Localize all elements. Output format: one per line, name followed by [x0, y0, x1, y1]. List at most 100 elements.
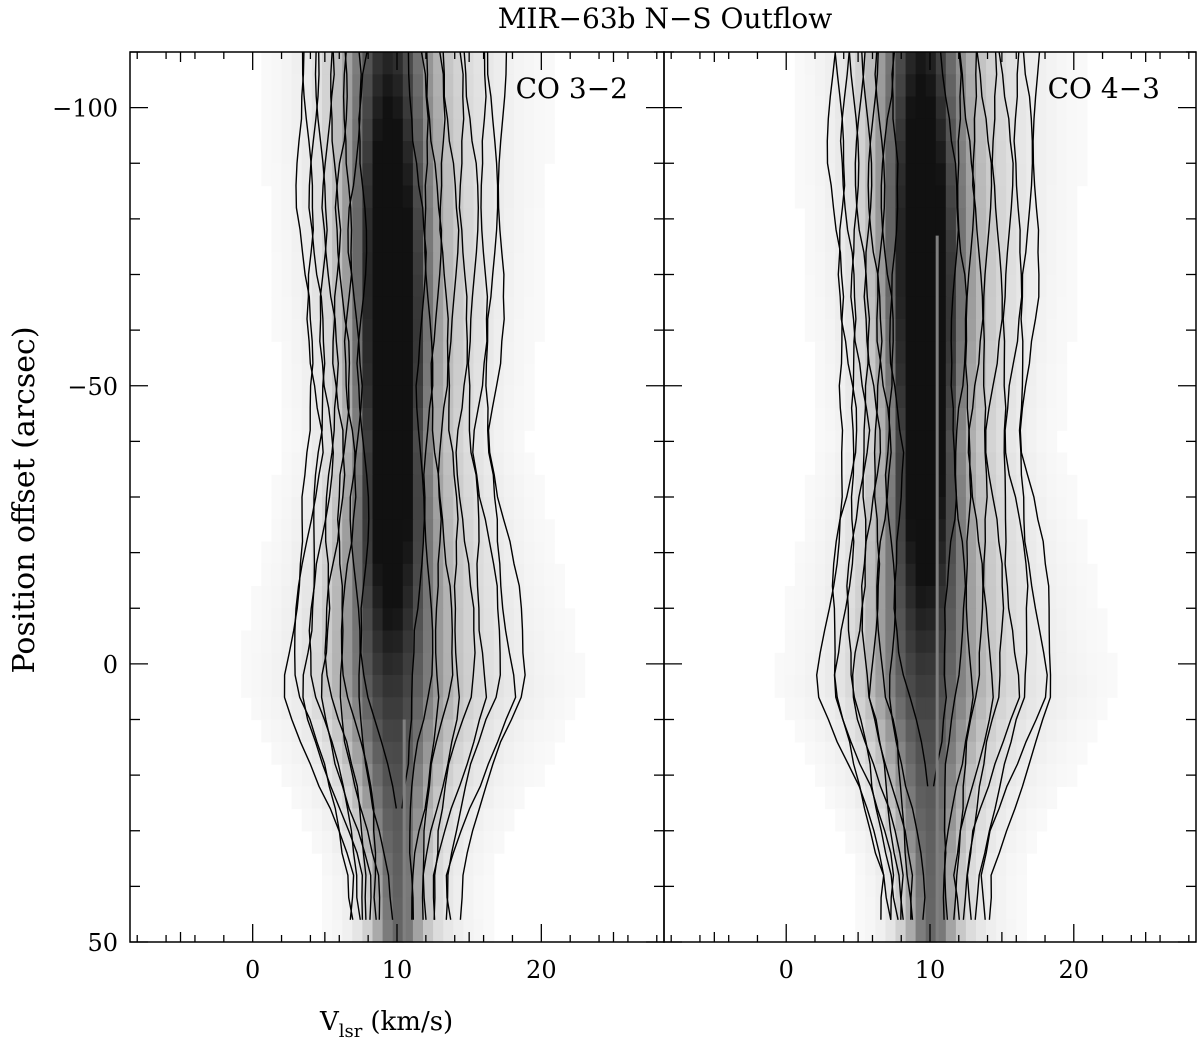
pixel [1036, 252, 1048, 276]
pixel [433, 319, 444, 342]
pixel [513, 118, 525, 142]
pixel [493, 118, 505, 142]
pixel [483, 919, 495, 943]
pixel [945, 808, 957, 832]
pixel [825, 207, 836, 231]
pixel [1016, 719, 1027, 743]
pixel [1056, 230, 1068, 253]
pixel [392, 541, 404, 565]
pixel [1026, 408, 1037, 431]
pixel [1046, 230, 1058, 253]
pixel [1056, 563, 1068, 587]
pixel [534, 96, 545, 120]
pixel [1046, 741, 1058, 765]
pixel [925, 474, 937, 498]
pixel [1066, 207, 1078, 231]
pixel [463, 853, 475, 876]
pixel [965, 363, 977, 387]
pixel [534, 274, 545, 298]
pixel [1006, 319, 1017, 342]
pixel [804, 474, 816, 498]
pixel [935, 363, 947, 387]
pixel [524, 341, 535, 365]
pixel [1016, 652, 1027, 676]
pixel [885, 52, 897, 75]
pixel [382, 875, 394, 899]
pixel [534, 741, 545, 765]
pixel [281, 630, 293, 654]
pixel [311, 296, 323, 320]
pixel [503, 808, 515, 832]
pixel [311, 519, 323, 543]
pixel [825, 385, 836, 409]
pixel [332, 563, 343, 587]
pixel [342, 808, 353, 832]
pixel [281, 296, 293, 320]
pixel [493, 808, 505, 832]
pixel [835, 608, 846, 632]
pixel [382, 408, 394, 431]
pixel [352, 385, 363, 409]
pixel [825, 274, 836, 298]
pixel [1046, 385, 1058, 409]
pixel [342, 341, 353, 365]
pixel [281, 207, 293, 231]
pixel [271, 296, 283, 320]
pixel [855, 274, 866, 298]
pixel [955, 207, 967, 231]
pixel [473, 541, 485, 565]
pixel [291, 563, 303, 587]
pixel [875, 697, 887, 721]
pixel [433, 808, 444, 832]
pixel [544, 719, 555, 743]
pixel [905, 563, 917, 587]
pixel [342, 497, 353, 520]
pixel [945, 408, 957, 431]
pixel [301, 586, 313, 609]
pixel [945, 96, 957, 120]
pixel [362, 697, 374, 721]
pixel [955, 853, 967, 876]
pixel [342, 697, 353, 721]
pixel [1036, 96, 1048, 120]
pixel [1026, 319, 1037, 342]
pixel [433, 875, 444, 899]
pixel [463, 430, 475, 454]
pixel [925, 52, 937, 75]
pixel [965, 608, 977, 632]
pixel [503, 675, 515, 698]
pixel [453, 141, 464, 164]
pixel [322, 452, 333, 476]
pixel [402, 919, 414, 943]
pixel [1036, 207, 1048, 231]
pixel [463, 274, 475, 298]
pixel [382, 52, 394, 75]
pixel [524, 719, 535, 743]
pixel [342, 96, 353, 120]
pixel [322, 274, 333, 298]
pixel [905, 586, 917, 609]
pixel [392, 185, 404, 209]
pixel [362, 563, 374, 587]
pixel [453, 185, 464, 209]
pixel [423, 675, 434, 698]
pixel [865, 385, 876, 409]
pixel [875, 230, 887, 253]
pixel [845, 408, 856, 431]
pixel [895, 430, 907, 454]
pixel [463, 474, 475, 498]
pixel [322, 830, 333, 854]
pixel [986, 519, 997, 543]
pixel [423, 341, 434, 365]
pixel [835, 675, 846, 698]
pixel [564, 630, 576, 654]
pixel [382, 897, 394, 921]
pixel [402, 630, 414, 654]
pixel [544, 697, 555, 721]
pixel [976, 474, 987, 498]
pixel [291, 452, 303, 476]
pixel [1006, 519, 1017, 543]
pixel [342, 919, 353, 943]
pixel [372, 385, 384, 409]
pixel [483, 808, 495, 832]
